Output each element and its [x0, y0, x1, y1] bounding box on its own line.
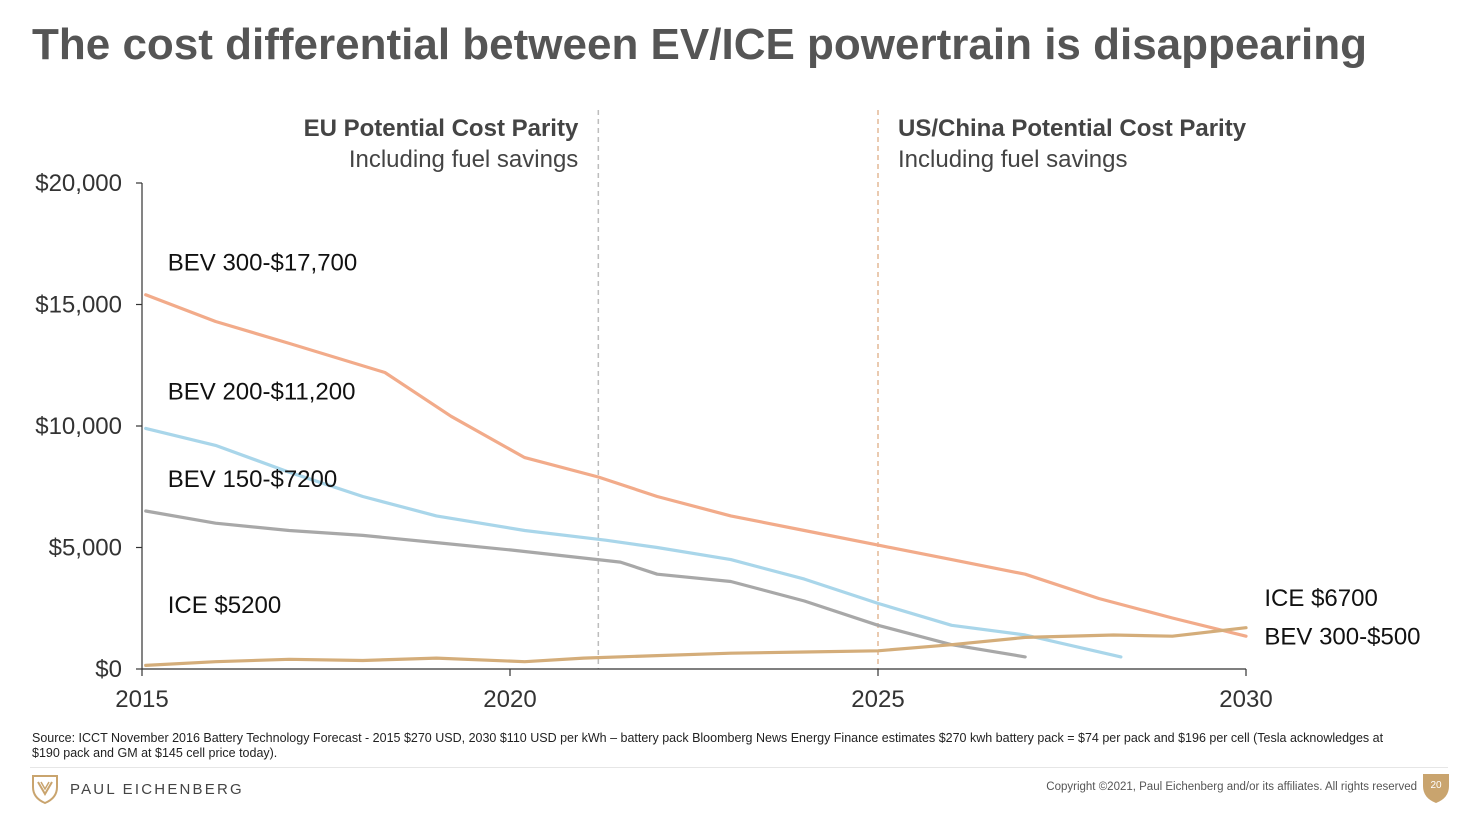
copyright-text: Copyright ©2021, Paul Eichenberg and/or … [1046, 781, 1417, 793]
x-tick-label: 2015 [115, 686, 168, 713]
x-tick-label: 2020 [483, 686, 536, 713]
reference-heading-1: US/China Potential Cost Parity [898, 115, 1247, 142]
footer-divider [30, 767, 1448, 768]
y-tick-label: $10,000 [35, 413, 122, 440]
series-line-ice [144, 626, 1248, 667]
cost-chart: EU Potential Cost Parity Including fuel s… [35, 110, 1421, 713]
x-tick-label: 2025 [851, 686, 904, 713]
series-label-2: BEV 150-$7200 [168, 466, 337, 493]
reference-heading-0: EU Potential Cost Parity [304, 115, 579, 142]
series-line-bev300 [144, 293, 1248, 638]
series-label-5: BEV 300-$500 [1264, 624, 1420, 651]
series-label-0: BEV 300-$17,700 [168, 249, 357, 276]
logo-text: PAUL EICHENBERG [70, 780, 244, 798]
series-label-3: ICE $5200 [168, 592, 281, 619]
page-number: 20 [1430, 780, 1442, 791]
page-title: The cost differential between EV/ICE pow… [32, 20, 1367, 69]
company-logo: PAUL EICHENBERG [30, 772, 244, 806]
x-tick-label: 2030 [1219, 686, 1272, 713]
y-tick-label: $20,000 [35, 170, 122, 197]
series-label-1: BEV 200-$11,200 [168, 378, 356, 405]
reference-subheading-1: Including fuel savings [898, 146, 1127, 173]
source-note: Source: ICCT November 2016 Battery Techn… [32, 731, 1384, 760]
y-tick-label: $0 [95, 656, 122, 683]
page-number-badge: 20 [1421, 772, 1451, 804]
reference-subheading-0: Including fuel savings [349, 146, 578, 173]
y-tick-label: $15,000 [35, 292, 122, 319]
shield-chevron-icon [32, 775, 58, 805]
series-line-bev150 [144, 509, 1027, 659]
series-line-bev200 [144, 426, 1123, 659]
series-label-4: ICE $6700 [1264, 585, 1377, 612]
shield-badge-icon [1423, 774, 1449, 803]
y-tick-label: $5,000 [49, 535, 122, 562]
